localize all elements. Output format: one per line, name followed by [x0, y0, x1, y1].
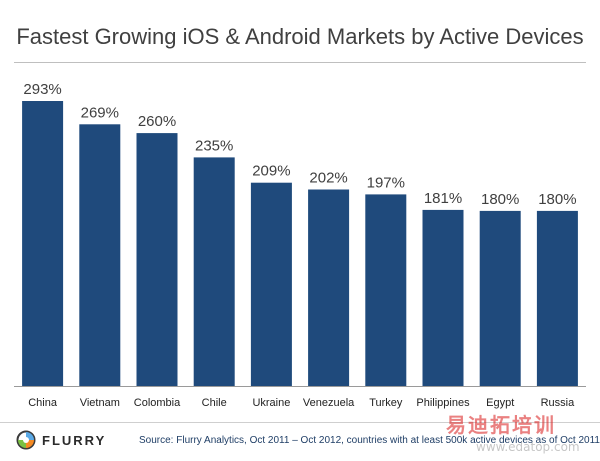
bar-russia: [536, 210, 578, 386]
bar-turkey: [365, 194, 407, 386]
category-label-turkey: Turkey: [369, 397, 403, 409]
value-label-egypt: 180%: [481, 191, 519, 208]
value-label-colombia: 260%: [138, 113, 176, 130]
chart-title: Fastest Growing iOS & Android Markets by…: [16, 24, 584, 49]
value-label-philippines: 181%: [424, 190, 462, 207]
category-label-chile: Chile: [202, 397, 227, 409]
bar-venezuela: [308, 189, 350, 386]
category-label-russia: Russia: [541, 397, 576, 409]
category-label-egypt: Egypt: [486, 397, 514, 409]
category-label-vietnam: Vietnam: [80, 397, 120, 409]
title-divider: [14, 62, 586, 63]
category-label-ukraine: Ukraine: [252, 397, 290, 409]
bar-ukraine: [250, 182, 292, 386]
value-label-vietnam: 269%: [81, 104, 119, 121]
flurry-logo-wordmark: FLURRY: [42, 432, 107, 448]
value-label-ukraine: 209%: [252, 163, 290, 180]
bar-vietnam: [79, 124, 121, 387]
bar-egypt: [479, 210, 521, 386]
bar-colombia: [136, 133, 178, 386]
bar-china: [22, 101, 64, 386]
category-label-colombia: Colombia: [134, 397, 181, 409]
category-label-philippines: Philippines: [416, 397, 470, 409]
bar-philippines: [422, 209, 464, 386]
flurry-logo-icon: [16, 430, 36, 450]
category-label-china: China: [28, 397, 58, 409]
value-label-russia: 180%: [538, 191, 576, 208]
value-label-chile: 235%: [195, 137, 233, 154]
flurry-logo: FLURRY: [16, 430, 106, 450]
value-label-turkey: 197%: [367, 174, 405, 191]
footer-divider: [0, 422, 600, 423]
value-label-venezuela: 202%: [309, 170, 347, 187]
category-label-venezuela: Venezuela: [303, 397, 355, 409]
value-label-china: 293%: [23, 81, 61, 98]
source-note: Source: Flurry Analytics, Oct 2011 – Oct…: [139, 435, 600, 446]
bar-chile: [193, 157, 235, 386]
